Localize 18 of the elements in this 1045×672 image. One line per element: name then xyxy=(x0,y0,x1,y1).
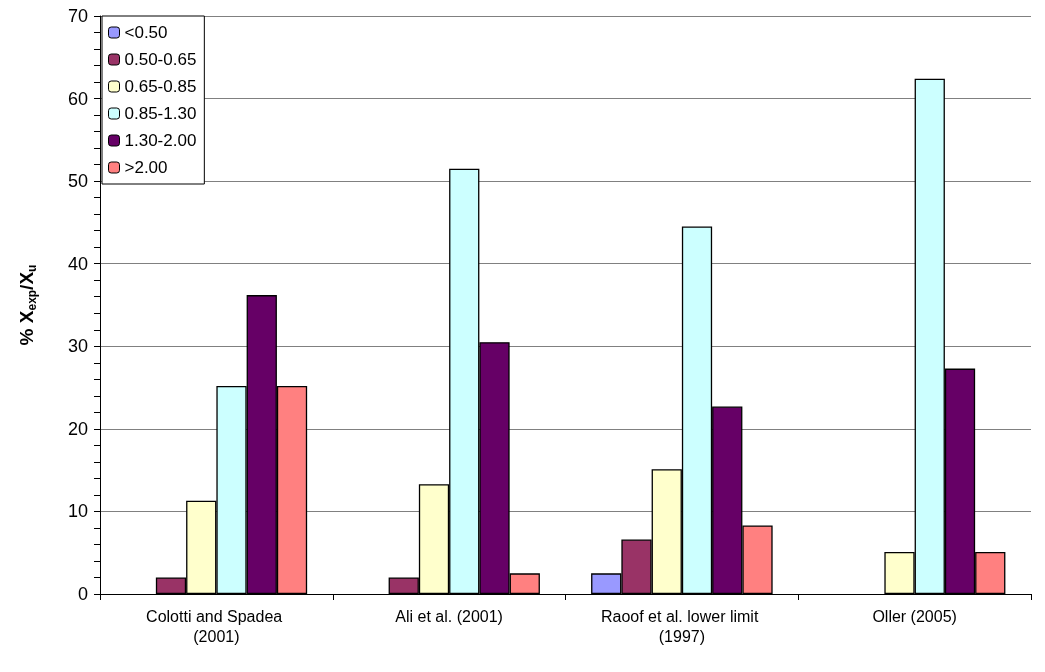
y-tick-label: 0 xyxy=(77,584,88,604)
legend-label: <0.50 xyxy=(124,23,168,42)
y-tick-label: 10 xyxy=(67,501,88,522)
x-tick-label: Oller (2005) xyxy=(872,607,957,625)
x-tick-label: Ali et al. (2001) xyxy=(395,607,503,625)
legend-label: 0.65-0.85 xyxy=(124,77,197,96)
y-tick-label: 60 xyxy=(67,88,88,109)
y-tick-label: 40 xyxy=(67,253,88,274)
legend-label: 0.50-0.65 xyxy=(124,50,197,69)
x-tick-label: Raoof et al. lower limit (1997) xyxy=(600,607,763,645)
x-tick-label: Colotti and Spadea (2001) xyxy=(146,607,287,645)
y-tick-label: 30 xyxy=(67,336,88,357)
y-tick-label: 20 xyxy=(67,418,88,439)
legend-label: >2.00 xyxy=(124,158,168,177)
y-tick-label: 50 xyxy=(67,171,88,192)
y-tick-label: 70 xyxy=(67,6,88,26)
legend-label: 0.85-1.30 xyxy=(124,104,197,123)
legend-label: 1.30-2.00 xyxy=(124,131,197,150)
